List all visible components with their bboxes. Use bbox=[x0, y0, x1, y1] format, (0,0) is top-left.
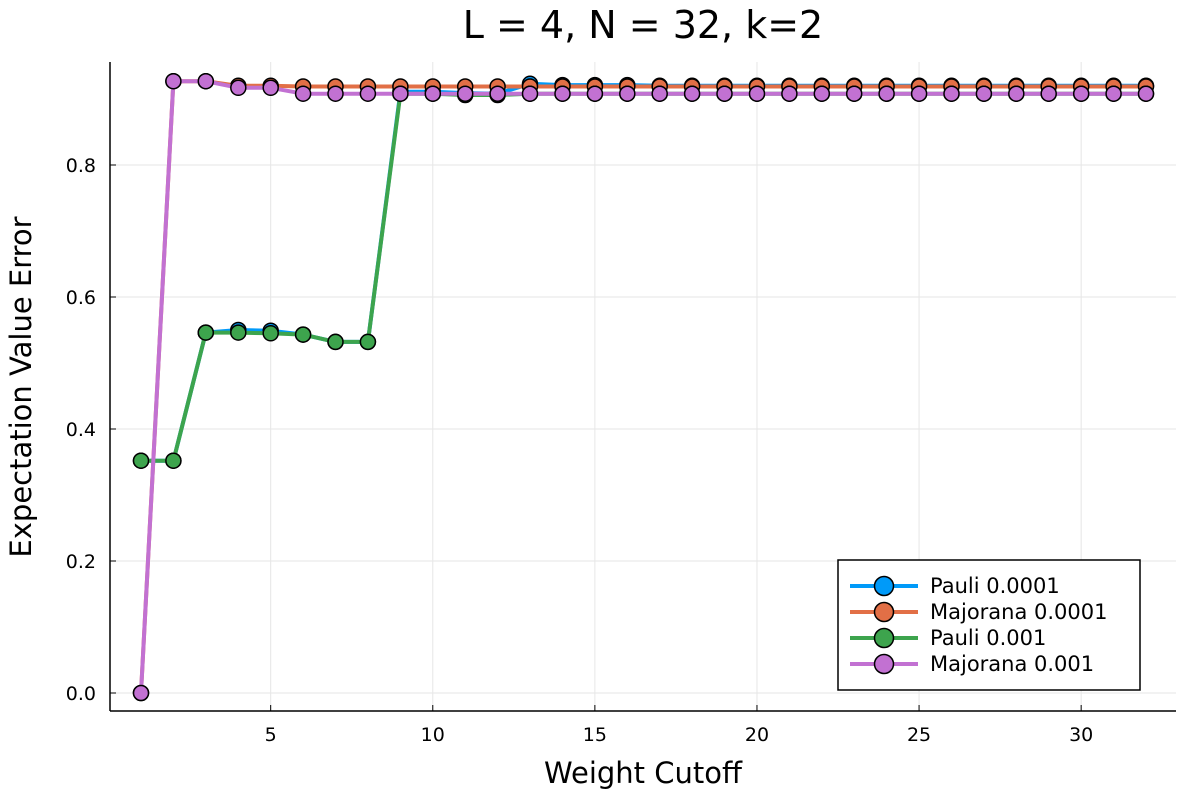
legend-label: Majorana 0.0001 bbox=[930, 600, 1108, 624]
data-point bbox=[1072, 85, 1090, 102]
legend-label: Pauli 0.0001 bbox=[930, 574, 1060, 598]
data-point bbox=[943, 85, 960, 102]
plot-area bbox=[132, 72, 1155, 702]
data-point bbox=[748, 85, 766, 102]
x-tick-label: 10 bbox=[421, 724, 445, 746]
legend-item-majorana-0.001: Majorana 0.001 bbox=[850, 652, 1094, 676]
data-point bbox=[327, 85, 344, 102]
data-point bbox=[489, 85, 506, 102]
x-tick-label: 5 bbox=[265, 724, 277, 746]
x-tick-label: 25 bbox=[907, 724, 931, 746]
data-point bbox=[586, 85, 604, 102]
data-point bbox=[197, 72, 215, 90]
data-point bbox=[781, 85, 798, 102]
data-point bbox=[359, 333, 377, 351]
legend-marker bbox=[873, 653, 895, 675]
data-point bbox=[683, 85, 701, 102]
axes bbox=[109, 62, 1176, 712]
x-axis-title: Weight Cutoff bbox=[544, 756, 743, 790]
data-point bbox=[392, 85, 409, 102]
data-point bbox=[262, 79, 279, 97]
data-point bbox=[424, 85, 442, 102]
y-axis-title: Expectation Value Error bbox=[4, 216, 38, 557]
data-point bbox=[1040, 85, 1057, 102]
data-point bbox=[521, 85, 539, 102]
data-point bbox=[716, 85, 733, 102]
data-point bbox=[294, 85, 312, 102]
legend-marker bbox=[873, 601, 895, 623]
data-point bbox=[813, 85, 831, 102]
data-point bbox=[845, 85, 863, 102]
legend-label: Majorana 0.001 bbox=[930, 652, 1094, 676]
y-tick-label: 0.6 bbox=[66, 287, 96, 309]
data-point bbox=[1105, 85, 1122, 102]
x-tick-label: 30 bbox=[1069, 724, 1093, 746]
legend-marker bbox=[873, 575, 895, 597]
x-tick-label: 20 bbox=[745, 724, 769, 746]
data-point bbox=[132, 684, 150, 702]
data-point bbox=[197, 324, 215, 341]
legend-label: Pauli 0.001 bbox=[930, 626, 1046, 650]
y-tick-label: 0.8 bbox=[66, 155, 96, 177]
data-point bbox=[165, 72, 182, 90]
legend-item-majorana-0.0001: Majorana 0.0001 bbox=[850, 600, 1108, 624]
series-majorana-0.001 bbox=[132, 72, 1155, 702]
legend-marker bbox=[873, 627, 895, 649]
y-tick-label: 0.0 bbox=[66, 683, 96, 705]
x-tick-label: 15 bbox=[583, 724, 607, 746]
data-point bbox=[294, 326, 312, 343]
chart-title: L = 4, N = 32, k=2 bbox=[463, 3, 823, 47]
data-point bbox=[619, 85, 636, 102]
legend-item-pauli-0.001: Pauli 0.001 bbox=[850, 626, 1046, 650]
data-point bbox=[327, 333, 344, 351]
data-point bbox=[1008, 85, 1025, 102]
data-point bbox=[1137, 85, 1155, 102]
data-point bbox=[910, 85, 928, 102]
legend: Pauli 0.0001 Majorana 0.0001 Pauli 0.001… bbox=[837, 559, 1141, 691]
y-tick-label: 0.2 bbox=[66, 551, 96, 573]
legend-item-pauli-0.0001: Pauli 0.0001 bbox=[850, 574, 1060, 598]
data-point bbox=[878, 85, 895, 102]
data-point bbox=[456, 85, 474, 102]
data-point bbox=[132, 452, 150, 469]
y-tick-label: 0.4 bbox=[66, 419, 96, 441]
data-point bbox=[359, 85, 377, 102]
grid bbox=[110, 62, 1176, 711]
data-point bbox=[651, 85, 668, 102]
tick-labels: 5 10 15 20 25 30 0.0 0.2 0.4 0.6 0.8 bbox=[66, 155, 1093, 746]
data-point bbox=[165, 452, 182, 469]
data-point bbox=[230, 324, 247, 341]
data-point bbox=[262, 325, 279, 342]
data-point bbox=[975, 85, 993, 102]
data-point bbox=[230, 79, 247, 97]
data-point bbox=[554, 85, 571, 102]
